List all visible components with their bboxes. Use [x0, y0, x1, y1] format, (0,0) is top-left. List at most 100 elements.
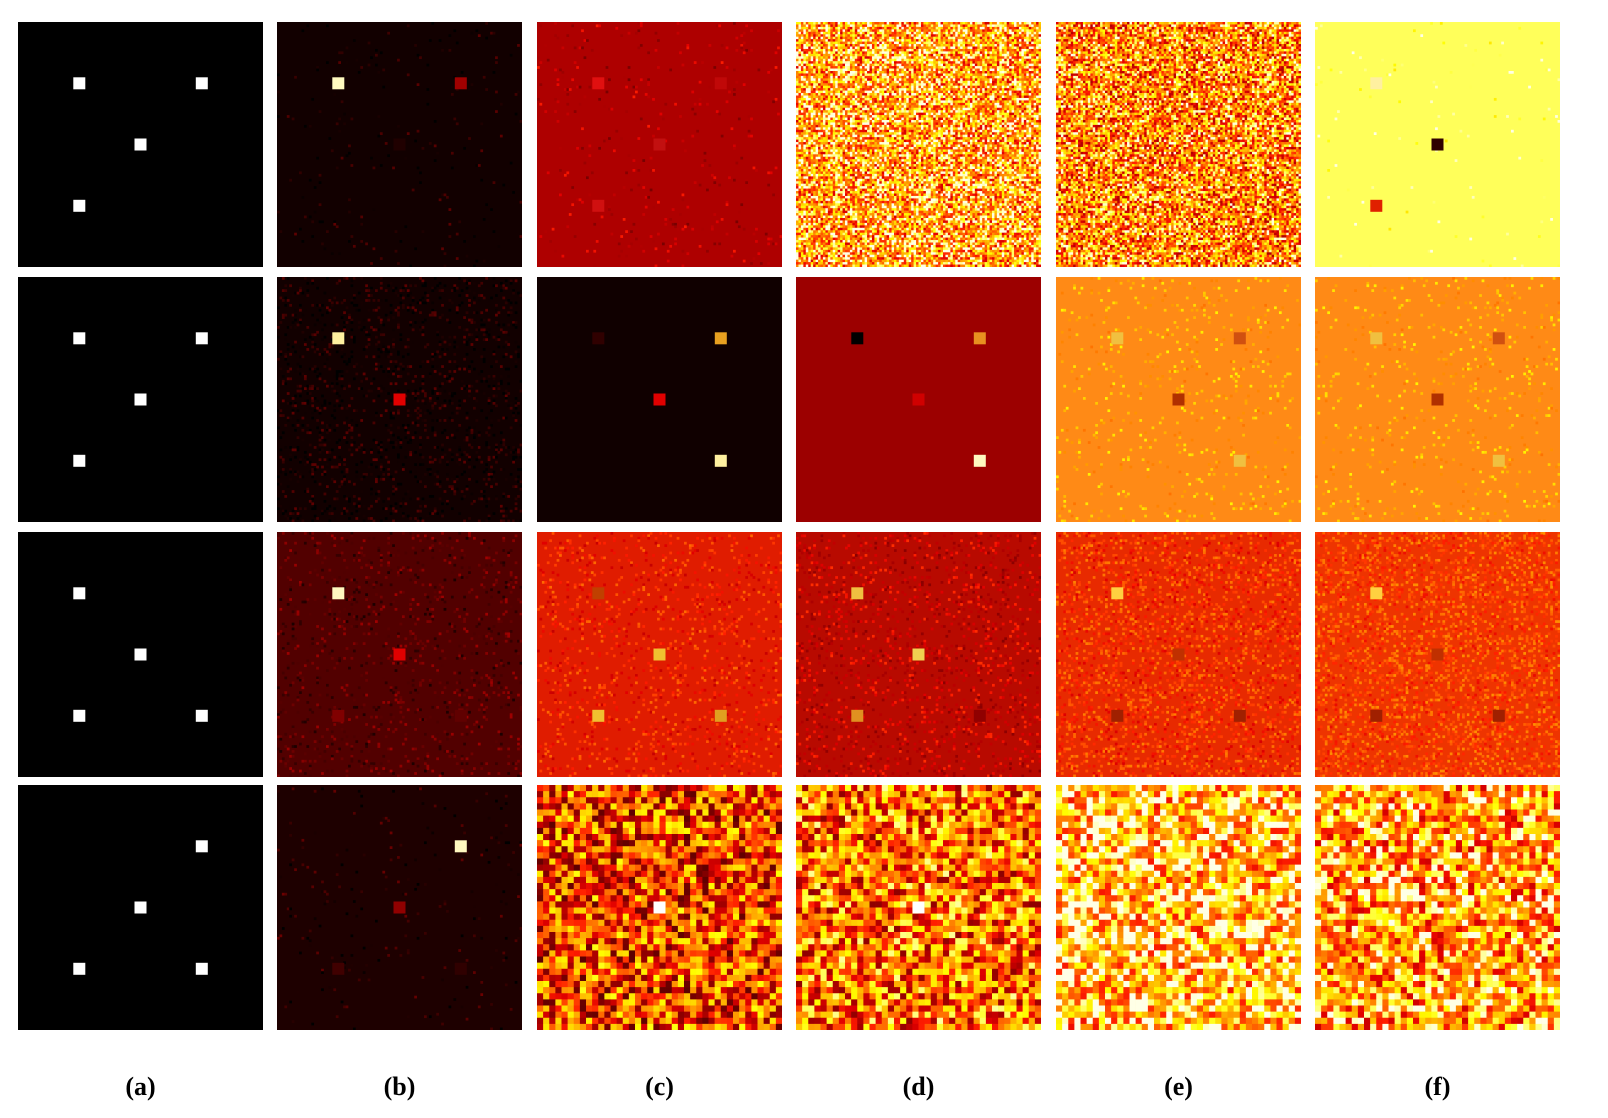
noise-texture — [277, 787, 522, 1030]
target-square-3 — [134, 393, 147, 406]
noise-texture — [537, 532, 782, 777]
target-square-2 — [912, 648, 925, 661]
heatmap-panel-r3-c — [537, 532, 782, 777]
target-square-2 — [1431, 138, 1444, 151]
heatmap-panel-r2-a — [18, 277, 263, 522]
target-square-4 — [973, 454, 986, 467]
column-label-e: (e) — [1056, 1072, 1301, 1102]
target-square-3 — [1370, 709, 1383, 722]
target-square-1 — [592, 587, 605, 600]
noise-texture — [1315, 785, 1560, 1030]
target-square-1 — [1370, 587, 1383, 600]
heatmap-panel-r1-a — [18, 22, 263, 267]
target-square-3 — [912, 393, 925, 406]
target-square-3 — [332, 962, 345, 975]
target-square-2 — [1233, 332, 1246, 345]
target-square-2 — [393, 901, 406, 914]
target-square-3 — [332, 709, 345, 722]
heatmap-panel-r4-a — [18, 785, 263, 1030]
target-square-1 — [592, 332, 605, 345]
target-square-3 — [653, 138, 666, 151]
target-square-3 — [73, 709, 86, 722]
target-square-1 — [851, 587, 864, 600]
target-square-2 — [1431, 648, 1444, 661]
noise-texture — [1056, 532, 1301, 777]
noise-texture — [277, 532, 522, 777]
column-label-b: (b) — [277, 1072, 522, 1102]
target-square-2 — [134, 901, 147, 914]
heatmap-panel-r4-c — [537, 785, 782, 1030]
noise-texture — [537, 22, 782, 267]
column-label-a: (a) — [18, 1072, 263, 1102]
target-square-1 — [73, 587, 86, 600]
heatmap-panel-r1-c — [537, 22, 782, 267]
noise-texture — [796, 532, 1041, 777]
noise-texture — [796, 785, 1041, 1030]
target-square-2 — [653, 648, 666, 661]
target-square-1 — [73, 77, 86, 90]
target-square-4 — [1233, 709, 1246, 722]
target-square-4 — [1492, 709, 1505, 722]
noise-texture — [537, 785, 782, 1030]
target-square-3 — [1431, 393, 1444, 406]
target-square-2 — [1172, 648, 1185, 661]
target-square-3 — [653, 393, 666, 406]
noise-texture — [1056, 22, 1301, 267]
target-square-4 — [454, 962, 467, 975]
heatmap-panel-r3-e — [1056, 532, 1301, 777]
target-square-1 — [332, 332, 345, 345]
target-square-1 — [1370, 332, 1383, 345]
target-square-1 — [592, 77, 605, 90]
target-square-4 — [195, 709, 208, 722]
target-square-4 — [454, 709, 467, 722]
target-square-1 — [1111, 587, 1124, 600]
target-square-3 — [1370, 199, 1383, 212]
target-square-2 — [195, 332, 208, 345]
noise-texture — [277, 277, 522, 522]
target-square-3 — [393, 138, 406, 151]
column-label-d: (d) — [796, 1072, 1041, 1102]
noise-texture — [796, 22, 1041, 267]
heatmap-panel-r1-d — [796, 22, 1041, 267]
heatmap-panel-r2-e — [1056, 277, 1301, 522]
heatmap-panel-r1-b — [277, 22, 522, 267]
heatmap-panel-r3-f — [1315, 532, 1560, 777]
target-square-2 — [714, 77, 727, 90]
heatmap-panel-r3-d — [796, 532, 1041, 777]
heatmap-panel-r2-c — [537, 277, 782, 522]
heatmap-panel-r4-e — [1056, 785, 1301, 1030]
target-square-1 — [1111, 332, 1124, 345]
target-square-3 — [73, 962, 86, 975]
target-square-1 — [1370, 77, 1383, 90]
noise-texture — [1315, 22, 1560, 267]
target-square-2 — [454, 77, 467, 90]
target-square-2 — [973, 332, 986, 345]
target-square-4 — [1492, 454, 1505, 467]
heatmap-panel-r3-b — [277, 532, 522, 777]
heatmap-panel-r1-e — [1056, 22, 1301, 267]
target-square-2 — [714, 332, 727, 345]
target-square-1 — [454, 840, 467, 853]
target-square-1 — [332, 587, 345, 600]
target-square-4 — [592, 199, 605, 212]
heatmap-panel-r4-d — [796, 785, 1041, 1030]
target-square-3 — [134, 138, 147, 151]
target-square-1 — [851, 332, 864, 345]
target-square-1 — [653, 901, 666, 914]
target-square-4 — [973, 709, 986, 722]
heatmap-panel-r2-d — [796, 277, 1041, 522]
target-square-4 — [195, 962, 208, 975]
heatmap-panel-r2-b — [277, 277, 522, 522]
heatmap-panel-r4-f — [1315, 785, 1560, 1030]
target-square-4 — [73, 454, 86, 467]
target-square-4 — [714, 709, 727, 722]
target-square-3 — [851, 709, 864, 722]
target-square-1 — [73, 332, 86, 345]
target-square-2 — [134, 648, 147, 661]
target-square-3 — [1172, 393, 1185, 406]
target-square-1 — [195, 840, 208, 853]
target-square-2 — [195, 77, 208, 90]
noise-texture — [1056, 785, 1301, 1030]
target-square-4 — [714, 454, 727, 467]
noise-texture — [1056, 277, 1301, 522]
